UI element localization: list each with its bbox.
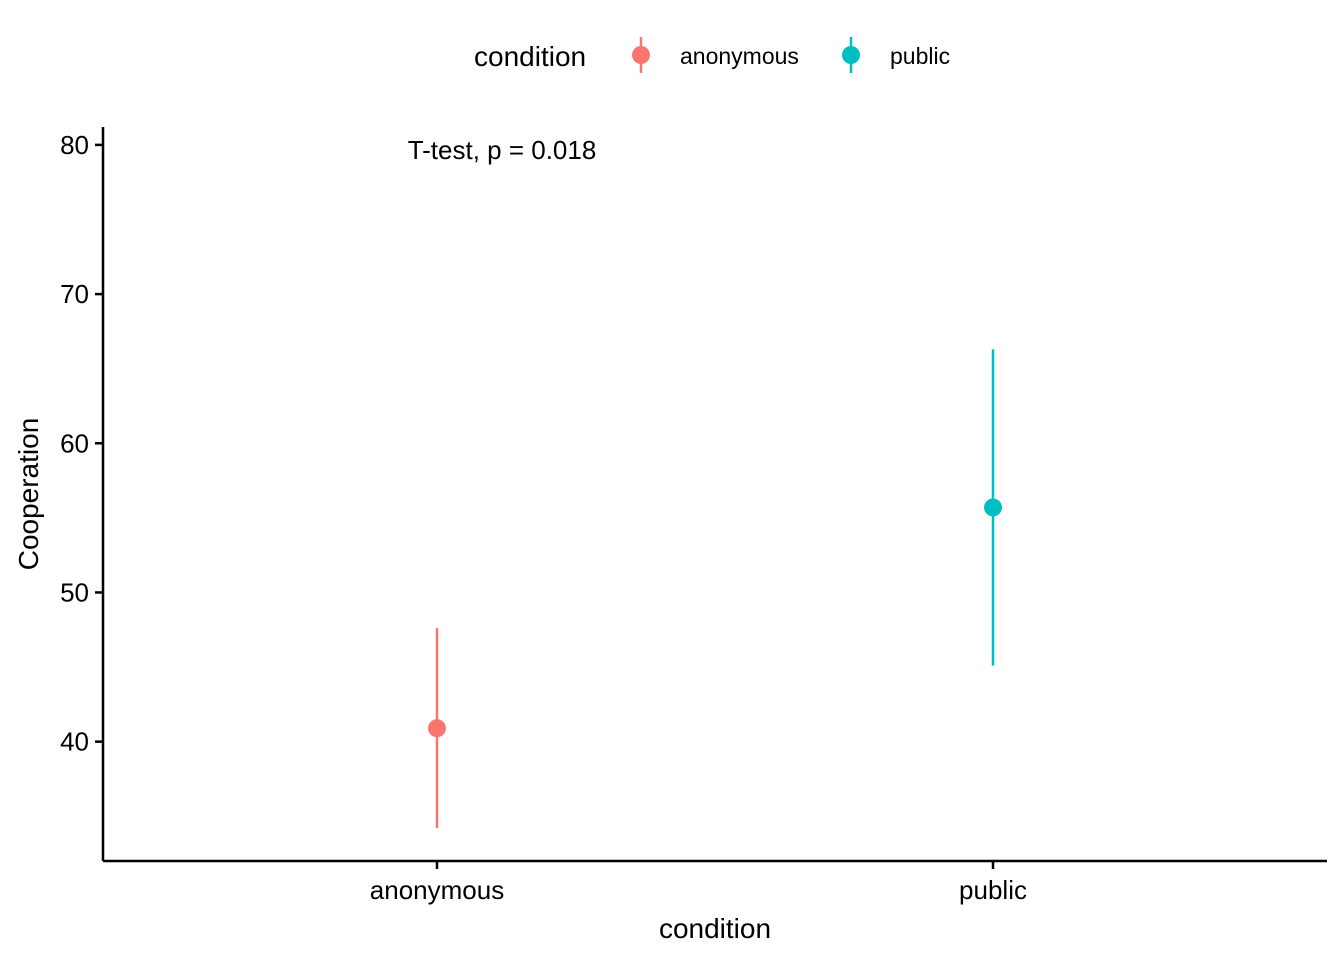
legend-key-anonymous (632, 37, 650, 73)
y-axis-title: Cooperation (13, 418, 44, 571)
x-tick-label: public (959, 875, 1027, 905)
data-marks (428, 349, 1002, 829)
y-tick-label: 40 (60, 727, 89, 757)
y-tick-label: 80 (60, 130, 89, 160)
x-ticks: anonymous public (370, 861, 1027, 905)
legend-key-anonymous-point (632, 46, 650, 64)
y-tick-label: 70 (60, 279, 89, 309)
y-ticks: 40 50 60 70 80 (60, 130, 103, 757)
legend: condition anonymous public (474, 37, 950, 73)
legend-label-public: public (890, 43, 950, 69)
legend-key-public (842, 37, 860, 73)
point-public (984, 498, 1002, 517)
y-tick-label: 50 (60, 577, 89, 607)
legend-title: condition (474, 41, 586, 72)
legend-label-anonymous: anonymous (680, 43, 799, 69)
legend-key-public-point (842, 46, 860, 64)
ttest-annotation: T-test, p = 0.018 (408, 135, 597, 165)
point-anonymous (428, 719, 446, 738)
x-axis-title: condition (659, 913, 771, 944)
x-tick-label: anonymous (370, 875, 504, 905)
y-tick-label: 60 (60, 428, 89, 458)
